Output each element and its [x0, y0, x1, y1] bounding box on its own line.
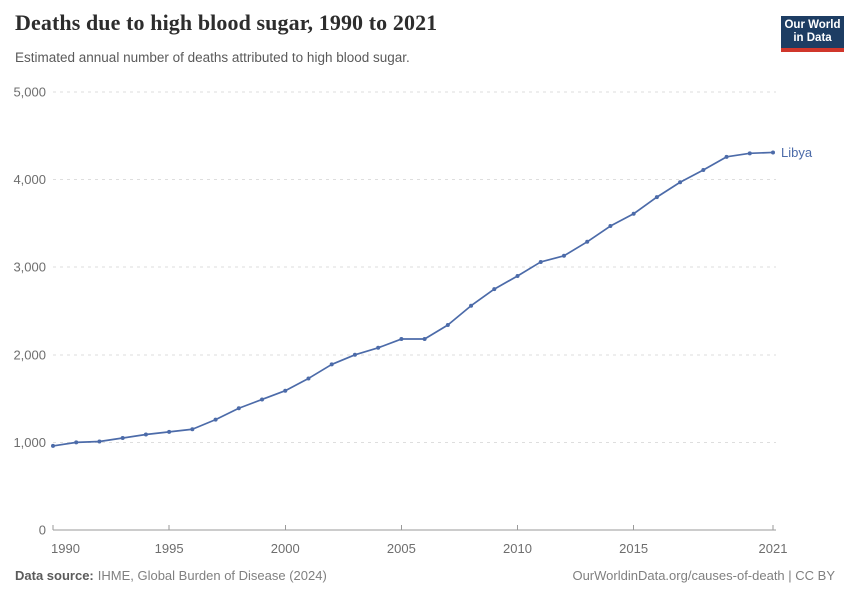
- data-point: [376, 345, 381, 350]
- data-point: [213, 417, 218, 422]
- x-axis-tick-label: 1990: [51, 541, 80, 556]
- data-point: [747, 151, 752, 156]
- data-point: [515, 273, 520, 278]
- data-point: [538, 259, 543, 264]
- data-point: [561, 253, 566, 258]
- line-series-libya: [52, 151, 774, 447]
- data-point: [167, 429, 172, 434]
- chart-subtitle: Estimated annual number of deaths attrib…: [15, 50, 410, 65]
- data-point: [283, 388, 288, 393]
- y-axis-tick-label: 5,000: [13, 85, 46, 100]
- data-point: [74, 440, 79, 445]
- y-axis-tick-label: 1,000: [13, 435, 46, 450]
- data-point: [306, 376, 311, 381]
- owid-logo-line2: in Data: [793, 32, 832, 44]
- data-point: [492, 287, 497, 292]
- x-axis-tick-label: 2005: [387, 541, 416, 556]
- data-point: [631, 211, 636, 216]
- y-axis-tick-label: 2,000: [13, 347, 46, 362]
- y-axis-tick-label: 4,000: [13, 172, 46, 187]
- data-point: [190, 427, 195, 432]
- data-point: [97, 439, 102, 444]
- data-point: [51, 443, 55, 448]
- data-point: [445, 323, 450, 328]
- x-axis-tick-label: 1995: [155, 541, 184, 556]
- data-source: Data source: IHME, Global Burden of Disea…: [15, 568, 327, 583]
- data-point: [771, 150, 775, 155]
- x-axis-tick-label: 2015: [619, 541, 648, 556]
- data-point: [260, 397, 265, 402]
- data-source-text: IHME, Global Burden of Disease (2024): [97, 568, 327, 583]
- x-axis-tick-label: 2000: [271, 541, 300, 556]
- data-point: [352, 352, 357, 357]
- chart-footer: Data source: IHME, Global Burden of Disea…: [0, 568, 850, 583]
- data-point: [236, 406, 241, 411]
- data-point: [654, 195, 659, 200]
- license-link: OurWorldinData.org/causes-of-death | CC …: [572, 568, 835, 583]
- page-title: Deaths due to high blood sugar, 1990 to …: [15, 10, 438, 35]
- data-point: [422, 337, 427, 342]
- y-axis-tick-label: 0: [39, 523, 46, 538]
- data-point: [724, 154, 729, 159]
- data-point: [585, 239, 590, 244]
- data-source-label: Data source:: [15, 568, 94, 583]
- data-point: [143, 432, 148, 437]
- owid-logo-line1: Our World: [784, 19, 841, 31]
- owid-logo: Our World in Data: [781, 16, 844, 52]
- y-axis-tick-label: 3,000: [13, 260, 46, 275]
- x-axis-tick-label: 2021: [759, 541, 788, 556]
- x-axis-tick-label: 2010: [503, 541, 532, 556]
- data-point: [678, 180, 683, 185]
- data-point: [329, 362, 334, 367]
- data-point: [608, 224, 613, 229]
- line-chart: 0 1,000 2,000 3,000 4,000 5,000 1990 1995 2000 20…: [13, 85, 813, 557]
- data-point: [469, 303, 474, 308]
- data-point: [120, 436, 125, 441]
- data-point: [701, 167, 706, 172]
- series-label: Libya: [781, 145, 813, 160]
- data-point: [399, 337, 404, 342]
